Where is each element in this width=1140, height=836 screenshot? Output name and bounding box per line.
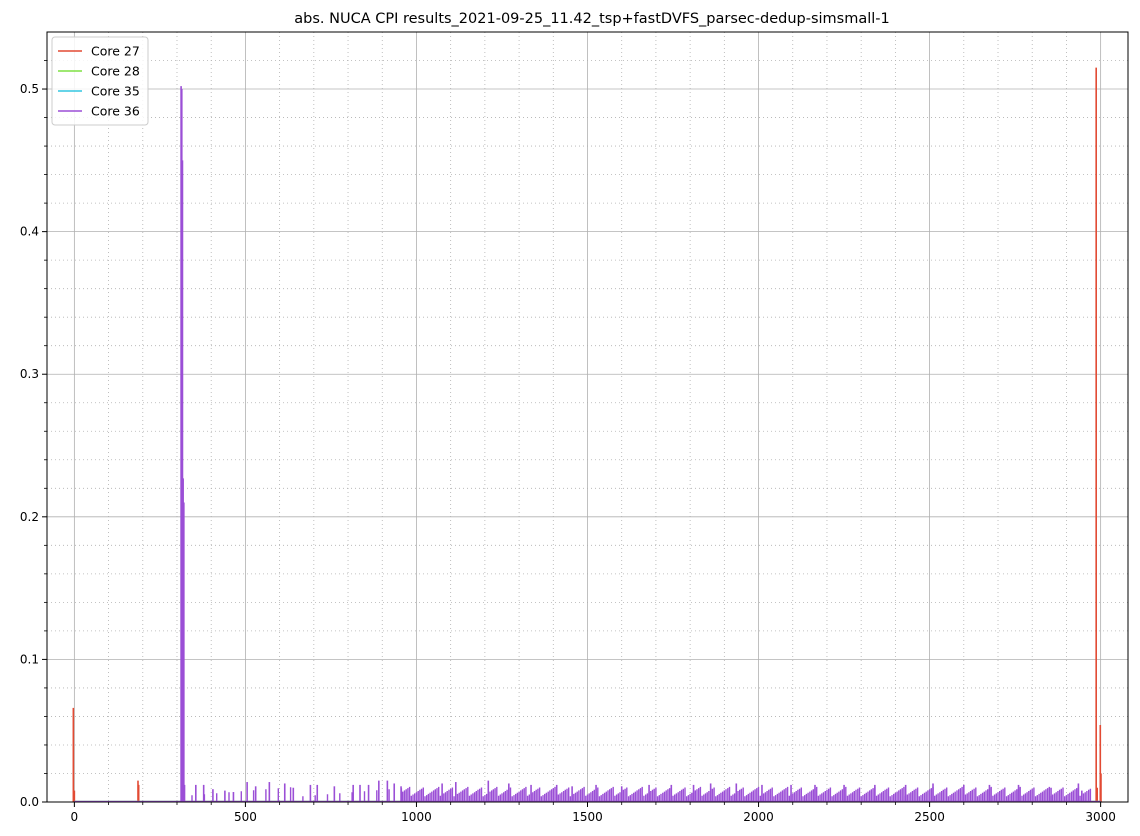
x-tick-label: 1500 (572, 810, 603, 824)
x-tick-label: 2000 (743, 810, 774, 824)
x-axis: 0 500 1000 1500 2000 2500 3000 (71, 802, 1116, 824)
x-tick-label: 3000 (1085, 810, 1116, 824)
y-axis: 0.0 0.1 0.2 0.3 0.4 0.5 (20, 60, 47, 809)
series-band (191, 786, 1092, 802)
y-tick-label: 0.4 (20, 225, 39, 239)
y-tick-label: 0.0 (20, 795, 39, 809)
legend-label: Core 36 (91, 104, 140, 119)
x-tick-label: 500 (234, 810, 257, 824)
chart-title: abs. NUCA CPI results_2021-09-25_11.42_t… (294, 11, 890, 27)
legend: Core 27 Core 28 Core 35 Core 36 (51, 36, 149, 126)
major-gridlines (47, 32, 1128, 802)
legend-label: Core 28 (91, 64, 140, 79)
x-tick-label: 0 (71, 810, 79, 824)
y-tick-label: 0.2 (20, 510, 39, 524)
legend-box (51, 36, 149, 126)
y-tick-label: 0.1 (20, 652, 39, 666)
y-tick-label: 0.3 (20, 367, 39, 381)
y-tick-label: 0.5 (20, 82, 39, 96)
legend-label: Core 27 (91, 44, 140, 59)
x-tick-label: 1000 (401, 810, 432, 824)
x-tick-label: 2500 (914, 810, 945, 824)
legend-label: Core 35 (91, 84, 140, 99)
